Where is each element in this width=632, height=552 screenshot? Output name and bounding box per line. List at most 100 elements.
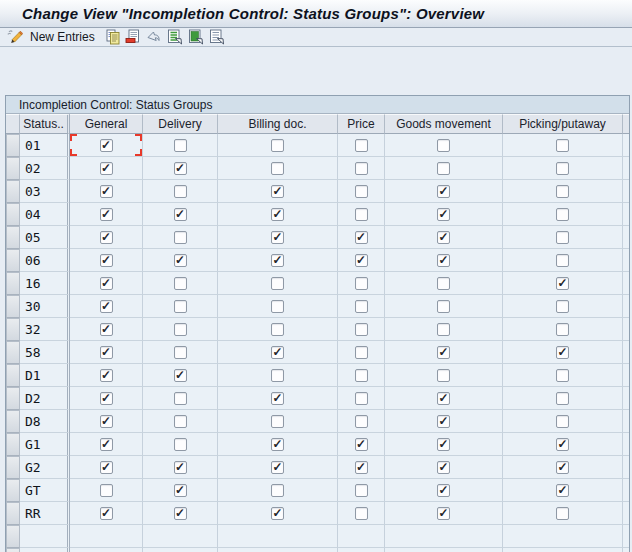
checkbox-16-delivery[interactable] xyxy=(174,277,187,290)
checkbox-D1-picking[interactable] xyxy=(556,369,569,382)
row-selector-button[interactable] xyxy=(6,180,20,203)
column-header-general[interactable]: General xyxy=(70,114,143,134)
status-cell[interactable]: G1 xyxy=(20,433,70,456)
status-cell[interactable]: D1 xyxy=(20,364,70,387)
checkbox-58-price[interactable] xyxy=(355,346,368,359)
checkbox-01-general[interactable]: ✓ xyxy=(100,139,113,152)
checkbox-RR-general[interactable]: ✓ xyxy=(100,507,113,520)
checkbox-D2-picking[interactable] xyxy=(556,392,569,405)
checkbox-GT-price[interactable] xyxy=(355,484,368,497)
status-cell[interactable]: 30 xyxy=(20,295,70,318)
checkbox-05-billing[interactable]: ✓ xyxy=(271,231,284,244)
checkbox-G2-billing[interactable]: ✓ xyxy=(271,461,284,474)
checkbox-06-delivery[interactable]: ✓ xyxy=(174,254,187,267)
undo-button[interactable] xyxy=(143,28,164,46)
row-selector-button[interactable] xyxy=(6,226,20,249)
checkbox-16-price[interactable] xyxy=(355,277,368,290)
checkbox-30-billing[interactable] xyxy=(271,300,284,313)
status-cell[interactable]: RR xyxy=(20,502,70,525)
checkbox-GT-general[interactable] xyxy=(100,484,113,497)
checkbox-01-picking[interactable] xyxy=(556,139,569,152)
status-cell[interactable]: 05 xyxy=(20,226,70,249)
checkbox-02-picking[interactable] xyxy=(556,162,569,175)
checkbox-G1-goods[interactable]: ✓ xyxy=(437,438,450,451)
checkbox-16-billing[interactable] xyxy=(271,277,284,290)
checkbox-G1-price[interactable]: ✓ xyxy=(355,438,368,451)
checkbox-RR-picking[interactable] xyxy=(556,507,569,520)
checkbox-02-general[interactable]: ✓ xyxy=(100,162,113,175)
row-selector-button[interactable] xyxy=(6,525,20,548)
row-selector-button[interactable] xyxy=(6,502,20,525)
checkbox-58-goods[interactable]: ✓ xyxy=(437,346,450,359)
checkbox-03-picking[interactable] xyxy=(556,185,569,198)
column-header-delivery[interactable]: Delivery xyxy=(143,114,218,134)
delete-entry-button[interactable] xyxy=(123,28,143,46)
checkbox-05-delivery[interactable] xyxy=(174,231,187,244)
checkbox-D8-billing[interactable] xyxy=(271,415,284,428)
checkbox-05-picking[interactable] xyxy=(556,231,569,244)
checkbox-G2-delivery[interactable]: ✓ xyxy=(174,461,187,474)
checkbox-04-billing[interactable]: ✓ xyxy=(271,208,284,221)
new-entries-button[interactable]: New Entries xyxy=(25,28,103,46)
select-block-button[interactable] xyxy=(185,28,206,46)
checkbox-D2-billing[interactable]: ✓ xyxy=(271,392,284,405)
checkbox-D1-general[interactable]: ✓ xyxy=(100,369,113,382)
checkbox-G2-price[interactable]: ✓ xyxy=(355,461,368,474)
checkbox-04-price[interactable] xyxy=(355,208,368,221)
checkbox-G1-general[interactable]: ✓ xyxy=(100,438,113,451)
checkbox-GT-goods[interactable]: ✓ xyxy=(437,484,450,497)
checkbox-D2-delivery[interactable] xyxy=(174,392,187,405)
row-selector-button[interactable] xyxy=(6,272,20,295)
status-cell[interactable]: 06 xyxy=(20,249,70,272)
status-cell[interactable]: 02 xyxy=(20,157,70,180)
checkbox-02-delivery[interactable]: ✓ xyxy=(174,162,187,175)
checkbox-G1-picking[interactable]: ✓ xyxy=(556,438,569,451)
column-header-picking[interactable]: Picking/putaway xyxy=(503,114,623,134)
checkbox-D1-billing[interactable] xyxy=(271,369,284,382)
row-selector-button[interactable] xyxy=(6,433,20,456)
checkbox-58-general[interactable]: ✓ xyxy=(100,346,113,359)
status-cell[interactable]: 32 xyxy=(20,318,70,341)
checkbox-06-picking[interactable] xyxy=(556,254,569,267)
checkbox-05-price[interactable]: ✓ xyxy=(355,231,368,244)
deselect-all-button[interactable] xyxy=(206,28,227,46)
checkbox-RR-goods[interactable]: ✓ xyxy=(437,507,450,520)
checkbox-01-goods[interactable] xyxy=(437,139,450,152)
checkbox-30-picking[interactable] xyxy=(556,300,569,313)
row-selector-button[interactable] xyxy=(6,134,20,157)
checkbox-30-general[interactable]: ✓ xyxy=(100,300,113,313)
column-header-price[interactable]: Price xyxy=(338,114,385,134)
checkbox-06-general[interactable]: ✓ xyxy=(100,254,113,267)
checkbox-D1-goods[interactable] xyxy=(437,369,450,382)
column-header-goods[interactable]: Goods movement xyxy=(385,114,503,134)
checkbox-02-billing[interactable] xyxy=(271,162,284,175)
checkbox-58-delivery[interactable] xyxy=(174,346,187,359)
status-cell[interactable]: D8 xyxy=(20,410,70,433)
checkbox-D1-price[interactable] xyxy=(355,369,368,382)
status-cell[interactable]: D2 xyxy=(20,387,70,410)
checkbox-02-price[interactable] xyxy=(355,162,368,175)
status-cell[interactable]: 16 xyxy=(20,272,70,295)
column-header-status[interactable]: Status.. xyxy=(20,114,70,134)
checkbox-04-delivery[interactable]: ✓ xyxy=(174,208,187,221)
status-cell[interactable]: 04 xyxy=(20,203,70,226)
row-selector-button[interactable] xyxy=(6,295,20,318)
checkbox-D8-general[interactable]: ✓ xyxy=(100,415,113,428)
checkbox-GT-delivery[interactable]: ✓ xyxy=(174,484,187,497)
checkbox-03-goods[interactable]: ✓ xyxy=(437,185,450,198)
checkbox-G2-general[interactable]: ✓ xyxy=(100,461,113,474)
checkbox-G1-delivery[interactable] xyxy=(174,438,187,451)
row-selector-button[interactable] xyxy=(6,318,20,341)
status-cell[interactable]: 03 xyxy=(20,180,70,203)
row-selector-button[interactable] xyxy=(6,548,20,552)
checkbox-D8-price[interactable] xyxy=(355,415,368,428)
checkbox-03-general[interactable]: ✓ xyxy=(100,185,113,198)
checkbox-01-delivery[interactable] xyxy=(174,139,187,152)
checkbox-06-goods[interactable]: ✓ xyxy=(437,254,450,267)
checkbox-G2-picking[interactable]: ✓ xyxy=(556,461,569,474)
status-cell[interactable]: 58 xyxy=(20,341,70,364)
checkbox-G2-goods[interactable]: ✓ xyxy=(437,461,450,474)
checkbox-D2-price[interactable] xyxy=(355,392,368,405)
checkbox-D2-goods[interactable]: ✓ xyxy=(437,392,450,405)
checkbox-32-general[interactable]: ✓ xyxy=(100,323,113,336)
